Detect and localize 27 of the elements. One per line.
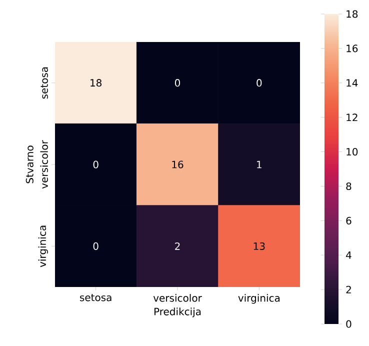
color-bar-label: 8 <box>346 182 352 190</box>
data-label: 16 <box>172 160 184 168</box>
y-tick-label: virginica <box>38 226 48 268</box>
data-label: 0 <box>93 242 98 250</box>
color-bar-label: 6 <box>346 216 352 224</box>
data-label: 2 <box>175 242 180 250</box>
color-bar-label: 2 <box>346 286 351 294</box>
data-label: 18 <box>90 79 102 87</box>
x-tick-label: virginica <box>238 294 280 304</box>
color-bar-label: 16 <box>346 44 358 52</box>
data-label: 1 <box>257 160 262 168</box>
x-tick-label: setosa <box>80 294 112 302</box>
data-label: 0 <box>174 79 180 87</box>
color-bar-label: 18 <box>346 10 358 18</box>
x-axis-title: Predikcija <box>154 308 201 318</box>
color-bar-label: 14 <box>346 79 358 87</box>
color-bar-label: 4 <box>346 251 352 259</box>
data-label: 13 <box>254 242 265 250</box>
color-bar-label: 12 <box>346 114 358 122</box>
y-tick-label: setosa <box>40 67 48 99</box>
data-label: 0 <box>256 79 262 87</box>
y-axis-title: Stvarno <box>26 146 34 184</box>
x-tick-label: versicolor <box>153 294 202 302</box>
y-tick-label: versicolor <box>40 140 48 189</box>
data-label: 0 <box>93 160 98 168</box>
color-bar-label: 0 <box>346 320 352 328</box>
color-bar-label: 10 <box>346 148 358 156</box>
